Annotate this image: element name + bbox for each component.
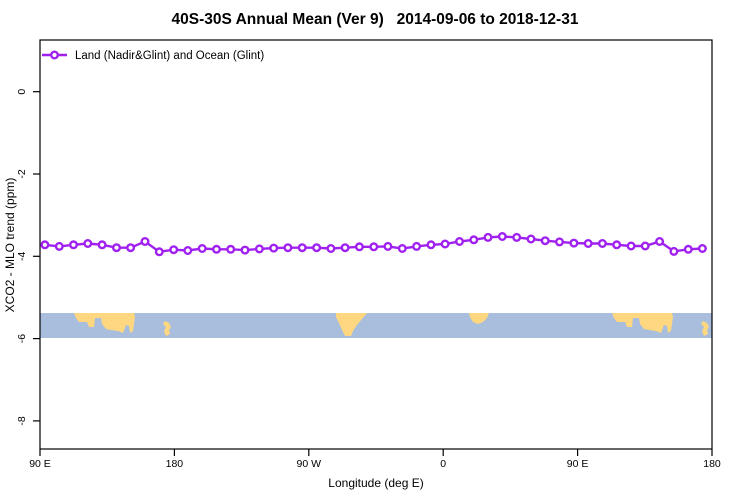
data-point-marker bbox=[354, 242, 364, 252]
data-point-marker bbox=[412, 241, 422, 251]
data-point-marker bbox=[269, 243, 279, 253]
x-tick-label: 180 bbox=[166, 458, 184, 470]
data-point-marker bbox=[540, 236, 550, 246]
data-point-marker bbox=[126, 243, 136, 253]
data-point-marker bbox=[440, 239, 450, 249]
data-point-marker bbox=[54, 241, 64, 251]
plot-frame bbox=[39, 39, 713, 450]
data-point-marker bbox=[612, 240, 622, 250]
map-land-new-zealand bbox=[163, 321, 171, 336]
y-axis-ticks: 0 -2 -4 -6 -8 bbox=[16, 89, 40, 426]
data-point-marker bbox=[283, 243, 293, 253]
data-point-marker bbox=[111, 243, 121, 253]
data-point-marker bbox=[97, 240, 107, 250]
data-point-marker bbox=[483, 232, 493, 242]
legend-label: Land (Nadir&Glint) and Ocean (Glint) bbox=[75, 50, 264, 62]
data-point-marker bbox=[326, 243, 336, 253]
x-axis-ticks: 90 E 180 90 W 0 90 E 180 bbox=[29, 449, 721, 470]
data-point-marker bbox=[669, 246, 679, 256]
data-point-marker bbox=[597, 238, 607, 248]
data-point-marker bbox=[626, 241, 636, 251]
x-tick-label: 0 bbox=[440, 458, 446, 470]
data-point-marker bbox=[369, 242, 379, 252]
map-land-south-america bbox=[336, 313, 367, 336]
data-point-marker bbox=[211, 244, 221, 254]
data-point-marker bbox=[183, 245, 193, 255]
chart-title: 40S-30S Annual Mean (Ver 9) 2014-09-06 t… bbox=[171, 11, 579, 28]
data-point-marker bbox=[312, 243, 322, 253]
data-point-marker bbox=[497, 231, 507, 241]
data-series-land-ocean bbox=[40, 231, 707, 257]
legend: Land (Nadir&Glint) and Ocean (Glint) bbox=[42, 50, 264, 62]
latitude-band-map bbox=[40, 313, 712, 338]
map-land-africa bbox=[469, 313, 489, 324]
x-tick-label: 180 bbox=[703, 458, 721, 470]
data-point-marker bbox=[469, 235, 479, 245]
data-point-marker bbox=[240, 245, 250, 255]
data-point-marker bbox=[640, 241, 650, 251]
data-point-marker bbox=[526, 234, 536, 244]
y-axis-label: XCO2 - MLO trend (ppm) bbox=[3, 178, 17, 313]
data-point-marker bbox=[169, 245, 179, 255]
data-point-marker bbox=[254, 244, 264, 254]
data-point-marker bbox=[154, 247, 164, 257]
x-tick-label: 90 E bbox=[567, 458, 589, 470]
data-point-marker bbox=[397, 243, 407, 253]
map-land-australia-2 bbox=[612, 313, 673, 333]
y-tick-label: -8 bbox=[16, 416, 28, 425]
x-tick-label: 90 W bbox=[297, 458, 322, 470]
data-point-marker bbox=[140, 236, 150, 246]
y-tick-label: -6 bbox=[16, 334, 28, 343]
data-point-marker bbox=[340, 243, 350, 253]
map-land-australia bbox=[74, 313, 135, 333]
data-point-marker bbox=[197, 243, 207, 253]
data-point-marker bbox=[297, 243, 307, 253]
legend-marker-icon bbox=[50, 50, 60, 60]
data-point-marker bbox=[555, 237, 565, 247]
data-point-marker bbox=[583, 238, 593, 248]
data-point-marker bbox=[68, 240, 78, 250]
map-ocean bbox=[40, 313, 712, 338]
x-tick-label: 90 E bbox=[29, 458, 51, 470]
map-land-new-zealand-2 bbox=[701, 321, 709, 336]
data-point-marker bbox=[697, 243, 707, 253]
x-axis-label: Longitude (deg E) bbox=[328, 476, 423, 490]
data-point-marker bbox=[455, 236, 465, 246]
data-point-marker bbox=[383, 241, 393, 251]
y-tick-label: 0 bbox=[16, 89, 28, 95]
data-point-marker bbox=[83, 238, 93, 248]
data-point-marker bbox=[683, 244, 693, 254]
data-point-marker bbox=[569, 238, 579, 248]
data-point-marker bbox=[512, 232, 522, 242]
y-tick-label: -4 bbox=[16, 251, 28, 260]
y-tick-label: -2 bbox=[16, 169, 28, 178]
data-point-marker bbox=[226, 244, 236, 254]
data-point-marker bbox=[426, 240, 436, 250]
data-point-marker bbox=[655, 236, 665, 246]
data-point-marker bbox=[40, 240, 50, 250]
